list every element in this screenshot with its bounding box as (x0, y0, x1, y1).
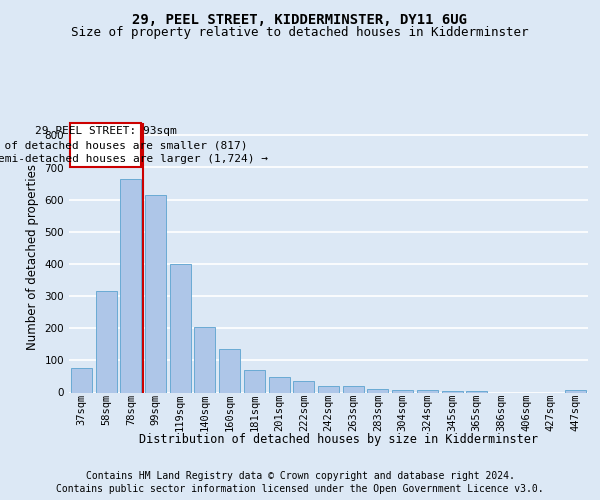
Bar (219, 349, 240, 393)
Bar (71, 368, 92, 392)
Bar (343, 386, 364, 392)
Text: 29 PEEL STREET: 93sqm
← 32% of detached houses are smaller (817)
67% of semi-det: 29 PEEL STREET: 93sqm ← 32% of detached … (0, 126, 268, 164)
Bar (392, 390, 413, 392)
FancyBboxPatch shape (70, 122, 141, 168)
Bar (145, 195, 166, 392)
Bar (170, 264, 191, 392)
Bar (466, 391, 487, 392)
Text: Distribution of detached houses by size in Kidderminster: Distribution of detached houses by size … (139, 432, 539, 446)
Text: 29, PEEL STREET, KIDDERMINSTER, DY11 6UG: 29, PEEL STREET, KIDDERMINSTER, DY11 6UG (133, 12, 467, 26)
Text: Size of property relative to detached houses in Kidderminster: Size of property relative to detached ho… (71, 26, 529, 39)
Y-axis label: Number of detached properties: Number of detached properties (26, 164, 39, 350)
Bar (120, 179, 141, 392)
Bar (417, 390, 438, 392)
Text: Contains public sector information licensed under the Open Government Licence v3: Contains public sector information licen… (56, 484, 544, 494)
Bar (293, 380, 314, 392)
Bar (194, 326, 215, 392)
Text: Contains HM Land Registry data © Crown copyright and database right 2024.: Contains HM Land Registry data © Crown c… (86, 471, 514, 481)
Bar (95, 291, 116, 392)
Bar (565, 390, 586, 392)
Bar (244, 370, 265, 392)
Bar (442, 391, 463, 392)
Bar (318, 386, 339, 392)
Bar (367, 388, 388, 392)
Bar (269, 378, 290, 392)
